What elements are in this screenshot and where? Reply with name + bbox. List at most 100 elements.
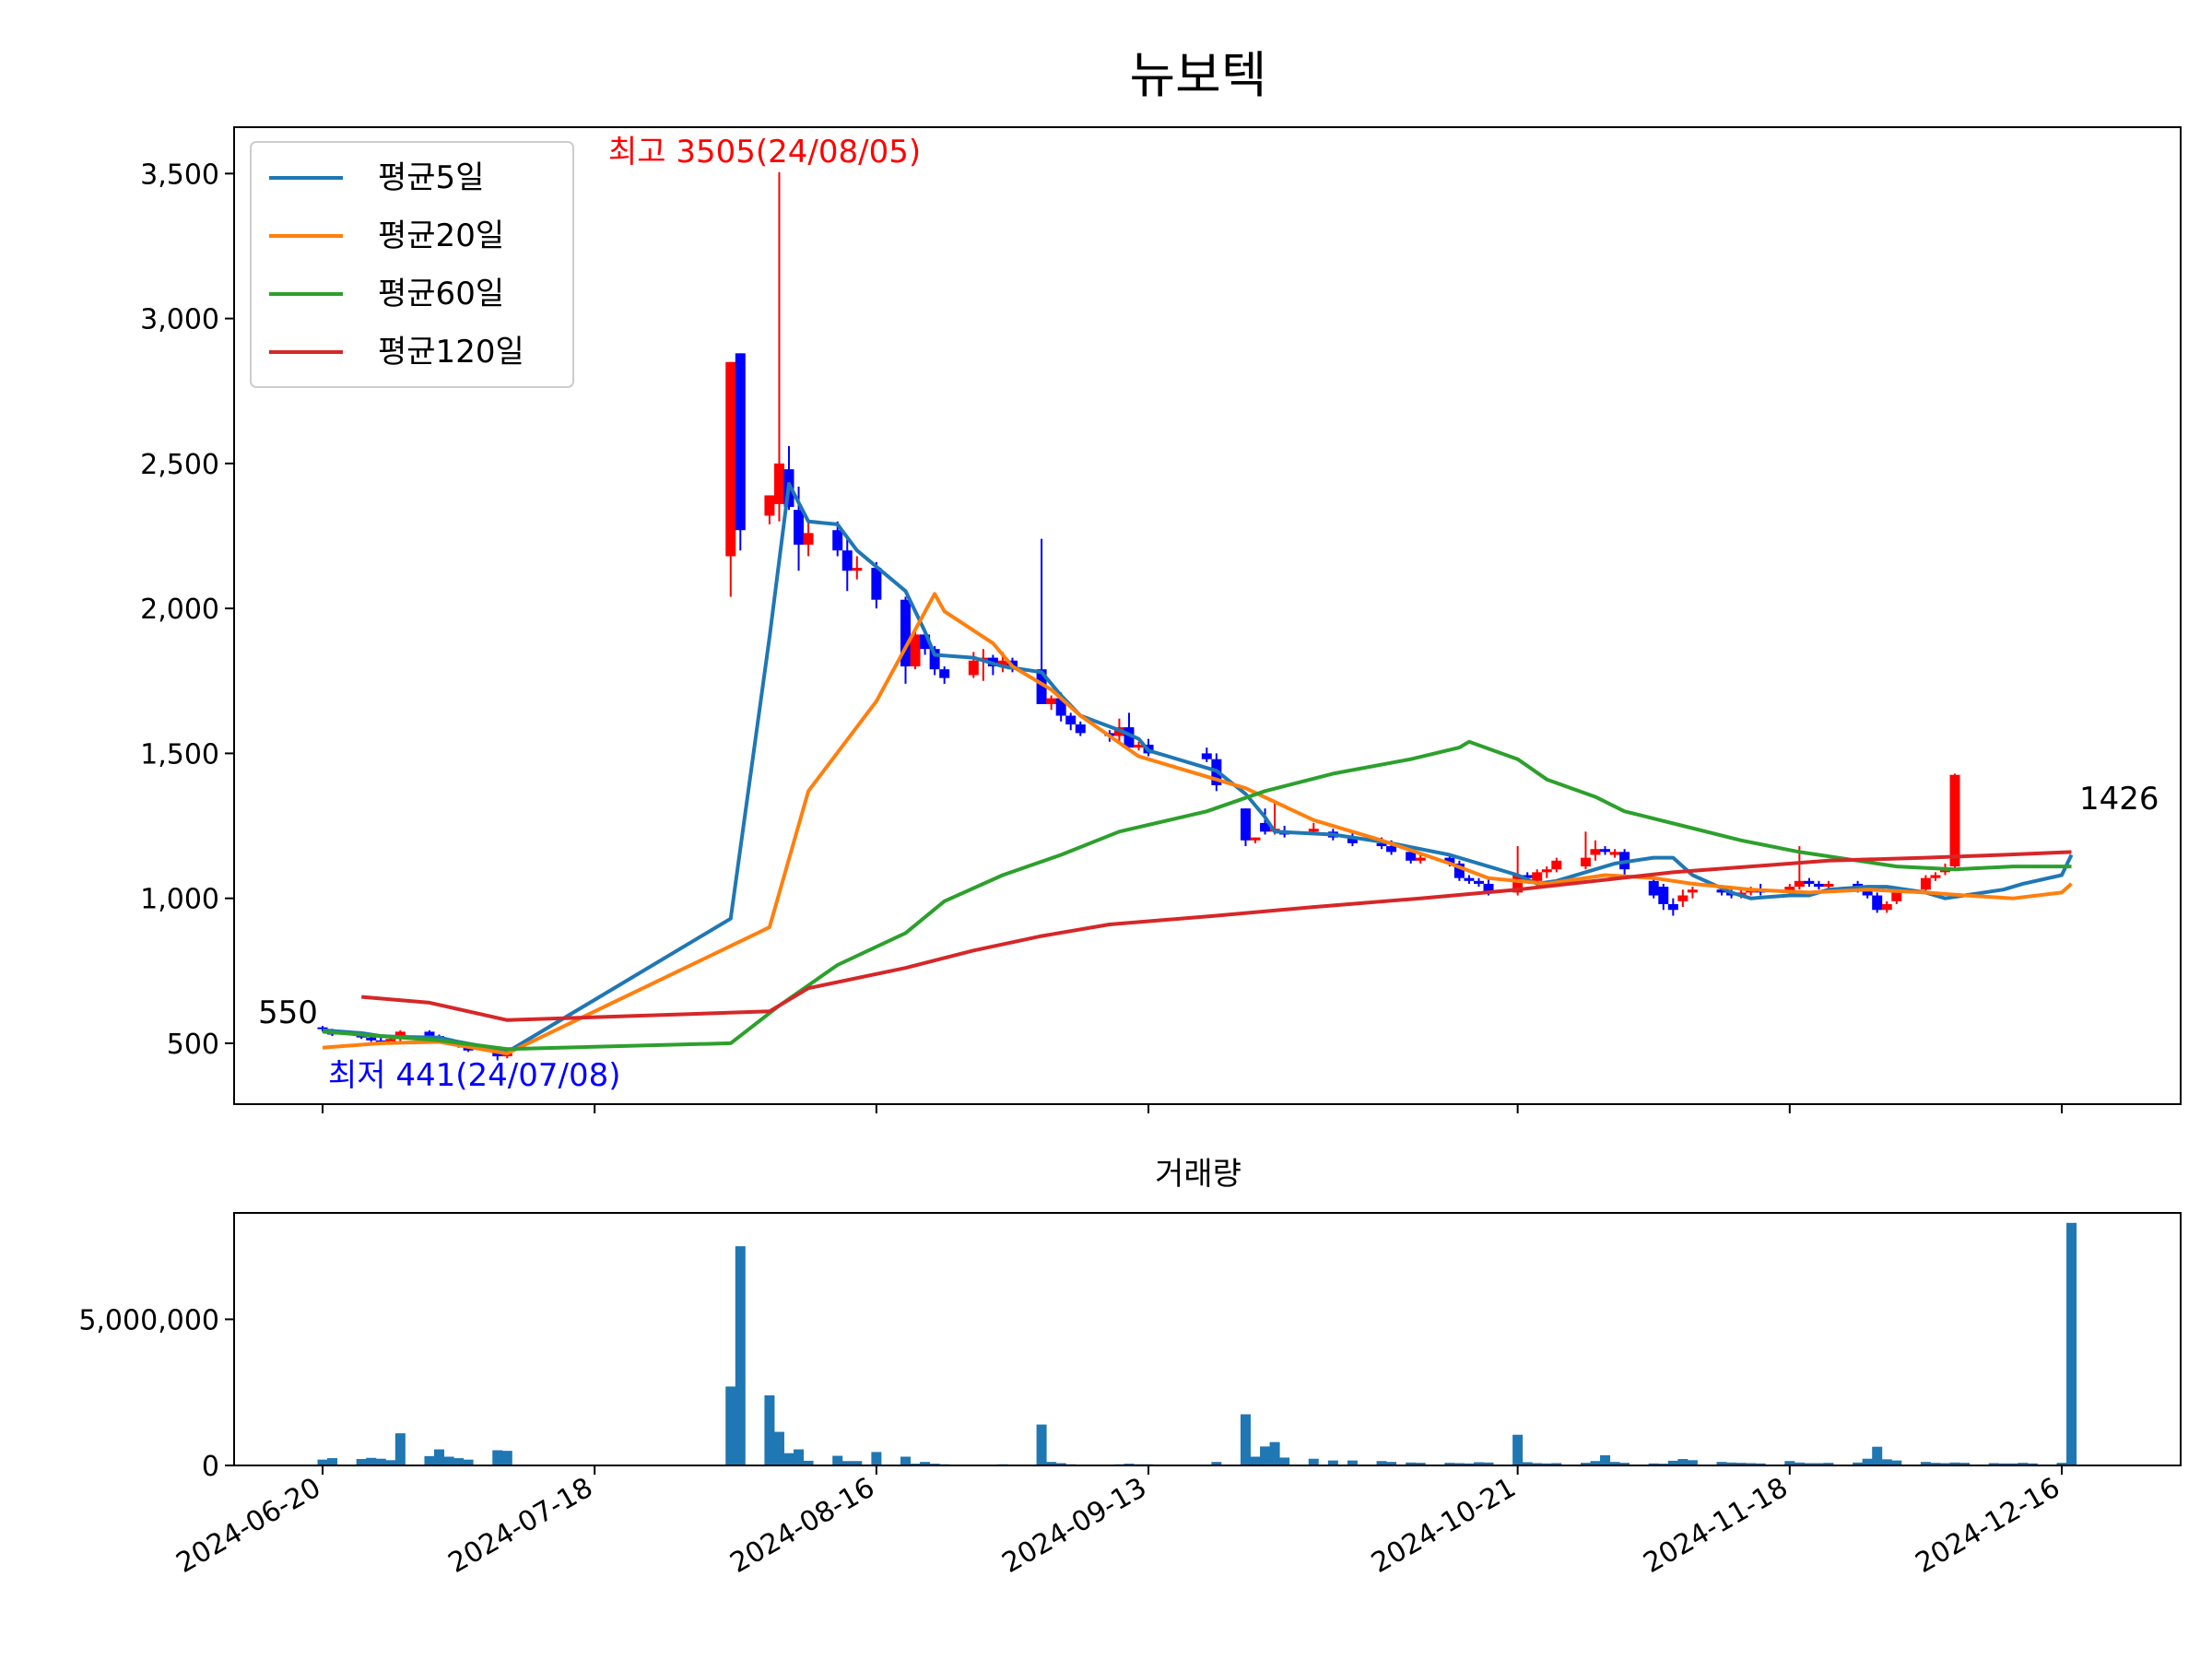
volume-bar xyxy=(317,1459,328,1465)
candle-body xyxy=(1794,880,1805,888)
volume-bar xyxy=(1998,1463,2009,1465)
volume-bar xyxy=(1240,1414,1251,1465)
candle-body xyxy=(1046,698,1057,704)
candle-body xyxy=(1473,880,1484,884)
volume-bar xyxy=(501,1451,512,1465)
volume-bar xyxy=(1988,1463,1999,1465)
x-tick-label: 2024-06-20 xyxy=(171,1472,326,1580)
candle-body xyxy=(1532,872,1543,881)
volume-bar xyxy=(1949,1462,1960,1465)
volume-bar xyxy=(920,1462,931,1465)
candle-body xyxy=(841,550,853,571)
volume-bar xyxy=(1804,1463,1815,1465)
candle-body xyxy=(1240,808,1251,841)
volume-bar xyxy=(1755,1463,1766,1465)
volume-bar xyxy=(1444,1463,1455,1465)
volume-bar xyxy=(424,1455,435,1465)
volume-bar xyxy=(327,1458,338,1465)
candle-body xyxy=(1784,887,1795,893)
candle-body xyxy=(1677,895,1688,901)
volume-bar xyxy=(1862,1458,1873,1465)
candle-body xyxy=(1065,715,1077,724)
candle-body xyxy=(1920,877,1931,890)
volume-bar xyxy=(366,1457,377,1465)
y-tick-label: 3,500 xyxy=(140,159,219,191)
candle-body xyxy=(1609,852,1620,855)
volume-bar xyxy=(1939,1463,1950,1465)
volume-bar xyxy=(453,1458,465,1465)
volume-bar xyxy=(394,1433,406,1465)
moving-average-line-ma120 xyxy=(361,850,2072,1022)
candle-body xyxy=(803,533,814,545)
candle-body xyxy=(920,634,931,650)
candle-body xyxy=(773,463,784,504)
candle-body xyxy=(1464,877,1475,881)
volume-bar xyxy=(1784,1461,1795,1465)
volume-bar xyxy=(1551,1463,1562,1465)
volume-bar xyxy=(375,1458,386,1465)
x-tick-label: 2024-07-18 xyxy=(443,1472,598,1580)
candle-body xyxy=(1862,889,1873,896)
candle-body xyxy=(1453,863,1465,878)
legend-label-ma20: 평균20일 xyxy=(378,218,504,254)
volume-bar xyxy=(1036,1424,1047,1465)
candle-body xyxy=(1055,698,1066,716)
volume-bar xyxy=(1920,1462,1931,1465)
volume-plot-frame xyxy=(233,1212,2182,1466)
volume-bar xyxy=(794,1449,805,1465)
legend-box xyxy=(250,141,574,388)
candle-body xyxy=(900,599,912,667)
candle-body xyxy=(1347,837,1358,843)
candle-body xyxy=(1386,846,1397,853)
volume-y-tick-label: 0 xyxy=(202,1451,219,1483)
x-tick-label: 2024-08-16 xyxy=(724,1472,879,1580)
volume-bar xyxy=(1473,1462,1484,1465)
volume-bar xyxy=(735,1246,746,1465)
volume-y-tick-label: 5,000,000 xyxy=(78,1304,219,1336)
volume-bar xyxy=(1308,1458,1319,1465)
volume-bar xyxy=(1376,1461,1387,1465)
candle-body xyxy=(366,1037,377,1041)
candle-body xyxy=(1813,883,1824,888)
volume-bar xyxy=(1260,1446,1271,1465)
candle-body xyxy=(794,510,805,545)
candle-body xyxy=(1687,889,1698,893)
volume-bar xyxy=(900,1456,912,1465)
volume-bar xyxy=(725,1386,736,1465)
volume-bar xyxy=(1541,1463,1552,1465)
legend-label-ma60: 평균60일 xyxy=(378,276,504,312)
volume-bar xyxy=(2066,1222,2077,1465)
volume-bar xyxy=(1464,1463,1475,1465)
y-tick-label: 2,500 xyxy=(140,449,219,481)
candle-body xyxy=(1716,889,1727,893)
candle-body xyxy=(1415,857,1426,861)
volume-bar xyxy=(773,1431,784,1465)
volume-bar xyxy=(852,1461,863,1465)
volume-bar xyxy=(1667,1460,1678,1465)
legend-label-ma120: 평균120일 xyxy=(378,334,524,371)
y-tick-label: 500 xyxy=(167,1029,219,1061)
candle-body xyxy=(852,568,863,571)
candle-body xyxy=(1201,753,1212,759)
moving-average-line-ma20 xyxy=(322,592,2073,1055)
volume-bar xyxy=(1891,1460,1902,1465)
volume-bar xyxy=(385,1460,396,1465)
moving-average-line-ma5 xyxy=(322,481,2074,1054)
chart-title: 뉴보텍 xyxy=(1129,46,1266,104)
annotation-low: 최저 441(24/07/08) xyxy=(328,1057,621,1094)
candle-body xyxy=(1512,875,1524,893)
volume-bar xyxy=(1055,1463,1066,1465)
volume-bar xyxy=(871,1452,882,1465)
price-plot-frame xyxy=(233,126,2182,1105)
candle-body xyxy=(1939,869,1950,873)
candle-body xyxy=(1250,837,1261,841)
candle-body xyxy=(1551,860,1562,870)
x-tick-label: 2024-10-21 xyxy=(1366,1472,1521,1580)
volume-bar xyxy=(1746,1463,1757,1465)
annotation-high: 최고 3505(24/08/05) xyxy=(608,134,921,171)
volume-bar xyxy=(1872,1446,1883,1465)
candle-body xyxy=(1376,842,1387,847)
volume-bar xyxy=(1406,1462,1417,1465)
volume-bar xyxy=(2018,1463,2029,1465)
